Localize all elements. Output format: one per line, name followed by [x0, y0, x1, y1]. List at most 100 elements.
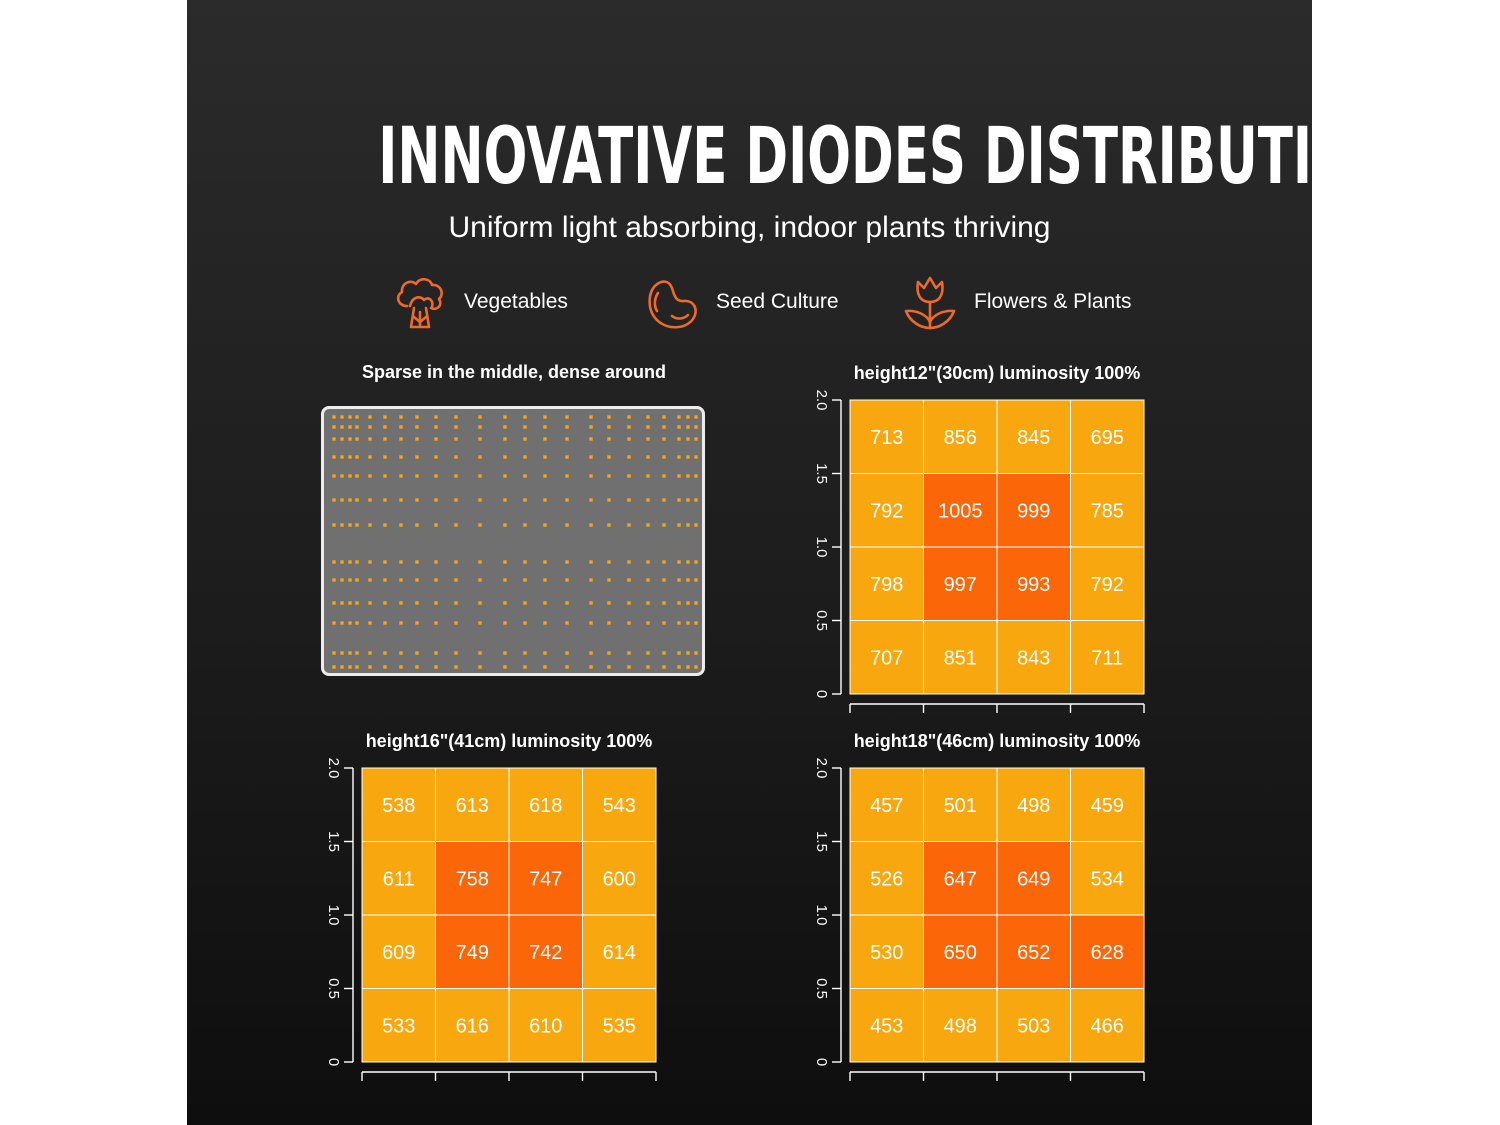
diode [332, 601, 336, 605]
y-tick-label: 1.5 [813, 463, 830, 484]
diode [662, 523, 666, 527]
cell-value-label: 609 [382, 942, 415, 964]
diode [589, 621, 593, 625]
cell-value-label: 647 [944, 868, 977, 890]
heatmap-cell [1070, 841, 1145, 916]
diode [646, 560, 650, 564]
diode [565, 425, 569, 429]
diode [340, 665, 344, 669]
diode [348, 601, 352, 605]
diode [368, 425, 372, 429]
cell-value-label: 618 [529, 795, 562, 817]
diode [589, 437, 593, 441]
diode [565, 651, 569, 655]
diode [399, 498, 403, 502]
broccoli-icon [396, 277, 443, 329]
diode [434, 498, 438, 502]
diode [627, 578, 631, 582]
diode [565, 601, 569, 605]
diode [627, 455, 631, 459]
cell-value-label: 530 [870, 942, 903, 964]
diode [434, 621, 438, 625]
diode [607, 415, 611, 419]
diode [399, 601, 403, 605]
diode [523, 578, 527, 582]
diode [332, 425, 336, 429]
diode [415, 415, 419, 419]
diode [565, 665, 569, 669]
diode [399, 437, 403, 441]
diode [332, 498, 336, 502]
diode [383, 437, 387, 441]
y-tick-label: 0.5 [813, 610, 830, 631]
diode [565, 455, 569, 459]
diode [340, 601, 344, 605]
diode [589, 601, 593, 605]
diode [503, 578, 507, 582]
diode [523, 455, 527, 459]
cell-value-label: 792 [870, 500, 903, 522]
diode [348, 560, 352, 564]
cell-value-label: 503 [1017, 1015, 1050, 1037]
diode [383, 560, 387, 564]
diode [383, 474, 387, 478]
heatmap-cell [435, 914, 510, 989]
diode [368, 474, 372, 478]
diode [340, 437, 344, 441]
diode [415, 560, 419, 564]
diode [662, 474, 666, 478]
chart-title: height18"(46cm) luminosity 100% [854, 731, 1141, 751]
diode [694, 523, 698, 527]
diode [340, 578, 344, 582]
heatmap-cell [996, 841, 1071, 916]
cell-value-label: 613 [456, 795, 489, 817]
heatmap-cell [508, 841, 583, 916]
diode [454, 415, 458, 419]
cell-value-label: 851 [944, 647, 977, 669]
diode [332, 437, 336, 441]
diode [368, 560, 372, 564]
cell-value-label: 785 [1091, 500, 1124, 522]
diode [607, 621, 611, 625]
diode [646, 425, 650, 429]
diode [478, 455, 482, 459]
diode [565, 437, 569, 441]
heatmap-cell [582, 988, 657, 1063]
diode [478, 437, 482, 441]
diode [543, 665, 547, 669]
diode [332, 578, 336, 582]
diode [677, 474, 681, 478]
diode [589, 651, 593, 655]
diode [503, 498, 507, 502]
diode [478, 601, 482, 605]
diode [355, 560, 359, 564]
cell-value-label: 459 [1091, 795, 1124, 817]
diode [677, 415, 681, 419]
diode [646, 621, 650, 625]
y-tick-label: 2.0 [813, 758, 830, 779]
diode [348, 651, 352, 655]
diode [503, 455, 507, 459]
diode [523, 523, 527, 527]
diode [503, 651, 507, 655]
heatmap-cell [849, 620, 924, 695]
diode [503, 474, 507, 478]
cell-value-label: 628 [1091, 942, 1124, 964]
diode [368, 578, 372, 582]
cell-value-label: 695 [1091, 427, 1124, 449]
diode [434, 601, 438, 605]
diode [348, 425, 352, 429]
diode [454, 474, 458, 478]
diode [478, 415, 482, 419]
diode [503, 437, 507, 441]
diode [434, 425, 438, 429]
diode [454, 425, 458, 429]
diode [523, 425, 527, 429]
heatmap-cell [1070, 620, 1145, 695]
diode [607, 578, 611, 582]
diode [368, 651, 372, 655]
diode [383, 621, 387, 625]
diode [355, 523, 359, 527]
diode [340, 621, 344, 625]
diode [589, 498, 593, 502]
